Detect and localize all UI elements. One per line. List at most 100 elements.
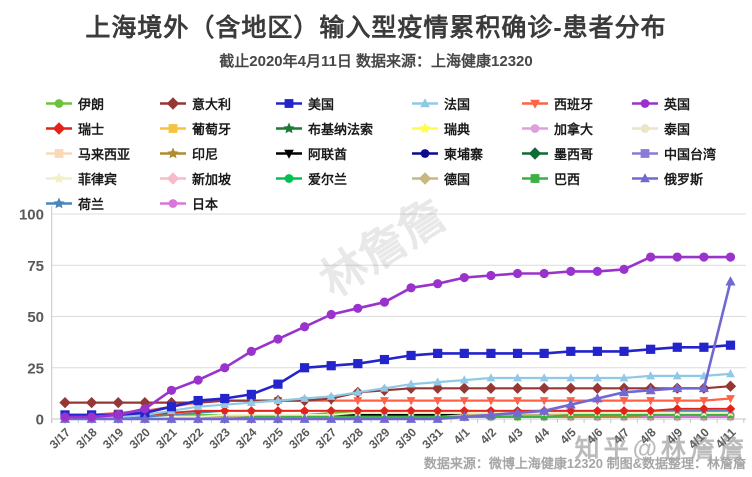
x-axis-tick-label: 4/4 (531, 425, 553, 447)
circle-legend-marker-icon (412, 148, 438, 158)
legend-item-8: 葡萄牙 (160, 118, 276, 138)
x-axis-tick-label: 3/28 (340, 425, 367, 452)
circle-legend-marker-icon (276, 173, 302, 183)
y-axis-tick-label: 100 (19, 207, 44, 224)
x-axis-tick-label: 4/5 (557, 425, 579, 447)
legend-item-4: 法国 (412, 93, 522, 113)
legend-item-22: 德国 (412, 168, 522, 188)
diamond-legend-marker-icon (160, 96, 186, 110)
legend-label: 瑞典 (444, 121, 471, 137)
x-axis-tick-label: 3/18 (73, 425, 100, 452)
x-axis-tick-label: 3/26 (286, 425, 313, 452)
legend-label: 荷兰 (78, 196, 105, 212)
x-axis-tick-label: 4/9 (664, 425, 686, 447)
series-美国 (60, 340, 736, 420)
circle-legend-marker-icon (46, 98, 72, 108)
y-axis-tick-label: 25 (27, 360, 44, 377)
x-axis-tick-label: 3/19 (100, 425, 127, 452)
circle-legend-marker-icon (522, 123, 548, 133)
legend-label: 西班牙 (554, 96, 594, 112)
x-axis-tick-label: 4/2 (477, 425, 499, 447)
legend-item-12: 泰国 (632, 118, 748, 138)
legend-label: 俄罗斯 (664, 171, 704, 187)
legend-item-11: 加拿大 (522, 118, 632, 138)
x-axis-tick-label: 4/1 (451, 425, 473, 447)
triangle-down-legend-marker-icon (522, 99, 548, 109)
x-axis-tick-label: 3/17 (47, 425, 74, 452)
square-legend-marker-icon (632, 148, 658, 158)
diamond-legend-marker-icon (522, 146, 548, 160)
x-axis-tick-label: 4/8 (637, 425, 659, 447)
y-axis-tick-label: 0 (36, 412, 44, 429)
x-axis-tick-label: 4/3 (504, 425, 526, 447)
circle-legend-marker-icon (632, 98, 658, 108)
square-legend-marker-icon (522, 173, 548, 183)
x-axis-tick-label: 3/29 (366, 425, 393, 452)
x-axis-tick-label: 3/20 (127, 425, 154, 452)
legend-item-18: 中国台湾 (632, 143, 748, 163)
x-axis-tick-label: 4/11 (713, 425, 739, 451)
x-axis-tick-label: 4/7 (610, 425, 632, 447)
legend-item-20: 新加坡 (160, 168, 276, 188)
legend-item-25: 荷兰 (46, 193, 160, 213)
star-legend-marker-icon (276, 122, 302, 133)
x-axis-tick-label: 3/31 (419, 425, 446, 452)
legend-item-3: 美国 (276, 93, 412, 113)
legend-item-26: 日本 (160, 193, 276, 213)
square-legend-marker-icon (276, 98, 302, 108)
legend-item-17: 墨西哥 (522, 143, 632, 163)
legend-item-7: 瑞士 (46, 118, 160, 138)
triangle-up-legend-marker-icon (632, 172, 658, 182)
x-axis-tick-label: 3/23 (206, 425, 233, 452)
legend-item-2: 意大利 (160, 93, 276, 113)
legend-label: 马来西亚 (78, 146, 131, 162)
y-axis-tick-label: 75 (27, 258, 44, 275)
legend-label: 新加坡 (192, 171, 232, 187)
legend-item-10: 瑞典 (412, 118, 522, 138)
legend-item-16: 柬埔寨 (412, 143, 522, 163)
circle-legend-marker-icon (632, 123, 658, 133)
legend-item-13: 马来西亚 (46, 143, 160, 163)
legend: 伊朗 意大利 美国 法国 西班牙 英国瑞士 葡萄牙 布基纳法索 瑞典 加拿大 泰国马来西亚 印尼 阿联酋… (46, 93, 748, 213)
series-意大利 (59, 380, 737, 409)
star-legend-marker-icon (412, 122, 438, 133)
star-legend-marker-icon (46, 172, 72, 183)
diamond-legend-marker-icon (46, 121, 72, 135)
triangle-up-legend-marker-icon (412, 97, 438, 107)
legend-item-19: 菲律宾 (46, 168, 160, 188)
diamond-legend-marker-icon (160, 171, 186, 185)
series-英国 (60, 252, 736, 422)
legend-label: 中国台湾 (664, 146, 717, 162)
legend-label: 美国 (308, 96, 335, 112)
footer-credit: 数据来源：微博上海健康12320 制图&数据整理：林詹詹 (423, 456, 746, 471)
y-axis-tick-label: 50 (27, 309, 44, 326)
legend-label: 巴西 (554, 171, 581, 187)
legend-label: 伊朗 (78, 96, 105, 112)
legend-label: 日本 (192, 196, 219, 212)
x-axis-tick-label: 3/25 (260, 425, 287, 452)
legend-label: 布基纳法索 (308, 121, 374, 137)
star-legend-marker-icon (46, 197, 72, 208)
circle-legend-marker-icon (160, 198, 186, 208)
diamond-legend-marker-icon (412, 171, 438, 185)
legend-label: 泰国 (664, 121, 691, 137)
legend-label: 阿联酋 (308, 146, 348, 162)
legend-label: 法国 (444, 96, 471, 112)
x-axis-tick-label: 4/6 (584, 425, 606, 447)
legend-item-24: 俄罗斯 (632, 168, 748, 188)
legend-label: 爱尔兰 (308, 171, 348, 187)
legend-item-9: 布基纳法索 (276, 118, 412, 138)
legend-label: 英国 (664, 96, 691, 112)
legend-item-15: 阿联酋 (276, 143, 412, 163)
legend-label: 菲律宾 (78, 171, 118, 187)
page-title: 上海境外（含地区）输入型疫情累积确诊-患者分布 (85, 14, 667, 42)
square-legend-marker-icon (46, 148, 72, 158)
legend-label: 印尼 (192, 146, 219, 162)
x-axis-tick-label: 4/10 (686, 425, 713, 452)
legend-item-23: 巴西 (522, 168, 632, 188)
legend-item-14: 印尼 (160, 143, 276, 163)
triangle-down-legend-marker-icon (276, 149, 302, 159)
legend-label: 瑞士 (78, 121, 105, 137)
legend-label: 意大利 (192, 96, 232, 112)
